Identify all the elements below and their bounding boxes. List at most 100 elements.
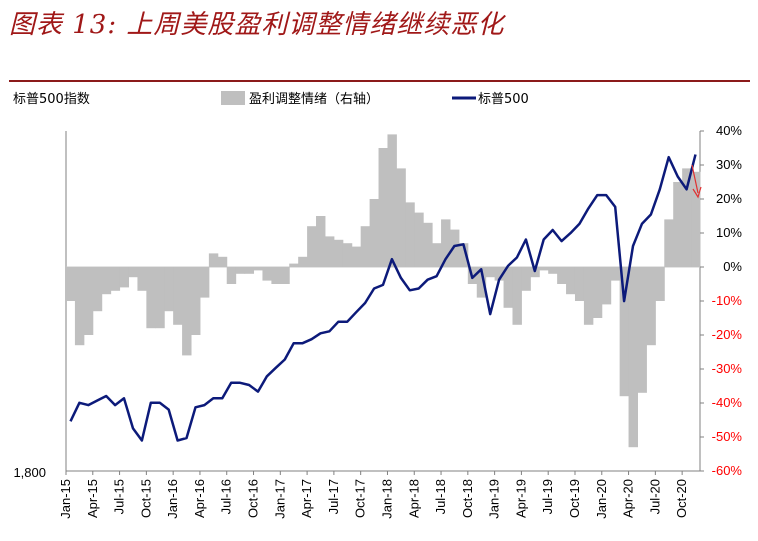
- right-tick-label: -30%: [712, 361, 743, 376]
- bar: [119, 267, 130, 288]
- bar: [476, 267, 487, 298]
- bar: [414, 212, 424, 267]
- bar: [92, 267, 103, 312]
- bar: [324, 236, 335, 267]
- bar: [566, 267, 576, 295]
- bar: [548, 267, 558, 274]
- trend-arrow-head: [692, 186, 702, 199]
- bar: [182, 267, 192, 356]
- x-tick-label: Apr-16: [192, 479, 207, 518]
- x-tick-label: Apr-17: [299, 479, 314, 518]
- bar: [387, 134, 397, 267]
- bar: [637, 267, 647, 393]
- bar: [405, 202, 415, 267]
- bar: [574, 267, 585, 301]
- right-tick-label: 20%: [716, 191, 742, 206]
- bar: [494, 267, 505, 281]
- bar: [66, 267, 76, 301]
- bar: [458, 243, 469, 267]
- bar: [74, 267, 85, 346]
- bar: [592, 267, 603, 318]
- bar: [333, 239, 344, 267]
- bar: [199, 267, 210, 298]
- right-tick-label: 30%: [716, 157, 742, 172]
- x-tick-label: Jul-17: [326, 479, 341, 514]
- bar: [271, 267, 281, 284]
- x-tick-label: Oct-20: [674, 479, 689, 518]
- bar: [673, 182, 683, 267]
- x-tick-label: Apr-18: [406, 479, 421, 518]
- x-tick-label: Jan-17: [272, 479, 287, 519]
- bar: [682, 168, 692, 267]
- left-axis-label: 标普500指数: [13, 92, 90, 107]
- bar: [619, 267, 630, 397]
- bar: [244, 267, 255, 274]
- bar: [298, 256, 308, 267]
- x-tick-label: Oct-19: [567, 479, 582, 518]
- bar: [235, 267, 246, 274]
- bar: [137, 267, 147, 291]
- x-tick-label: Apr-15: [85, 479, 100, 518]
- right-tick-label: -60%: [712, 463, 743, 478]
- bar: [539, 267, 549, 271]
- x-tick-label: Jul-19: [540, 479, 555, 514]
- x-tick-label: Jan-18: [379, 479, 394, 519]
- bar: [217, 256, 228, 267]
- legend-label-line: 标普500: [478, 92, 529, 107]
- bar: [128, 267, 138, 278]
- bar: [146, 267, 156, 329]
- bar: [173, 267, 183, 325]
- sp500-line: [69, 154, 697, 442]
- x-tick-label: Jan-16: [165, 479, 180, 519]
- right-tick-label: 0%: [723, 259, 742, 274]
- bar: [396, 168, 406, 267]
- bar: [628, 267, 638, 448]
- bar: [253, 267, 263, 271]
- bar: [164, 267, 174, 312]
- x-tick-label: Oct-16: [246, 479, 261, 518]
- bar: [557, 267, 567, 284]
- x-axis: Jan-15 Apr-15 Jul-15 Oct-15 Jan-16 Apr-16 Jul-…: [58, 471, 689, 519]
- bar: [664, 219, 674, 267]
- bar: [226, 267, 237, 284]
- bar: [280, 267, 290, 284]
- left-axis: 1,800: [13, 465, 46, 480]
- right-tick-label: -10%: [712, 293, 743, 308]
- x-tick-label: Jan-15: [58, 479, 73, 519]
- right-tick-label: -50%: [712, 429, 743, 444]
- bar: [83, 267, 94, 335]
- bar: [512, 267, 522, 325]
- right-tick-label: -40%: [712, 395, 743, 410]
- bar: [449, 229, 460, 267]
- bar: [369, 199, 380, 267]
- x-tick-label: Apr-19: [513, 479, 528, 518]
- legend: 盈利调整情绪（右轴） 标普500: [221, 91, 529, 107]
- x-tick-label: Oct-18: [460, 479, 475, 518]
- x-tick-label: Jan-20: [594, 479, 609, 519]
- bar: [191, 267, 201, 335]
- bar: [351, 246, 362, 267]
- bar: [601, 267, 612, 305]
- bar: [655, 267, 665, 301]
- left-tick-label: 1,800: [13, 465, 46, 480]
- bar: [208, 253, 219, 267]
- line-series: [69, 154, 702, 442]
- legend-swatch-bar: [221, 91, 245, 105]
- right-tick-label: -20%: [712, 327, 743, 342]
- x-tick-label: Oct-15: [138, 479, 153, 518]
- bar: [646, 267, 656, 346]
- right-tick-label: 10%: [716, 225, 742, 240]
- bar: [342, 243, 353, 267]
- bar: [101, 267, 112, 295]
- page-title: 图表 13: 上周美股盈利调整情绪继续恶化: [9, 10, 505, 40]
- bar: [155, 267, 165, 329]
- bar: [262, 267, 272, 281]
- bar: [610, 267, 621, 281]
- bar: [503, 267, 513, 308]
- bar: [521, 267, 531, 291]
- bar: [316, 216, 326, 267]
- right-tick-label: 40%: [716, 123, 742, 138]
- right-axis: 40% 30% 20% 10% 0% -10% -20% -30% -40% -50% -60%: [700, 123, 742, 478]
- x-tick-label: Oct-17: [353, 479, 368, 518]
